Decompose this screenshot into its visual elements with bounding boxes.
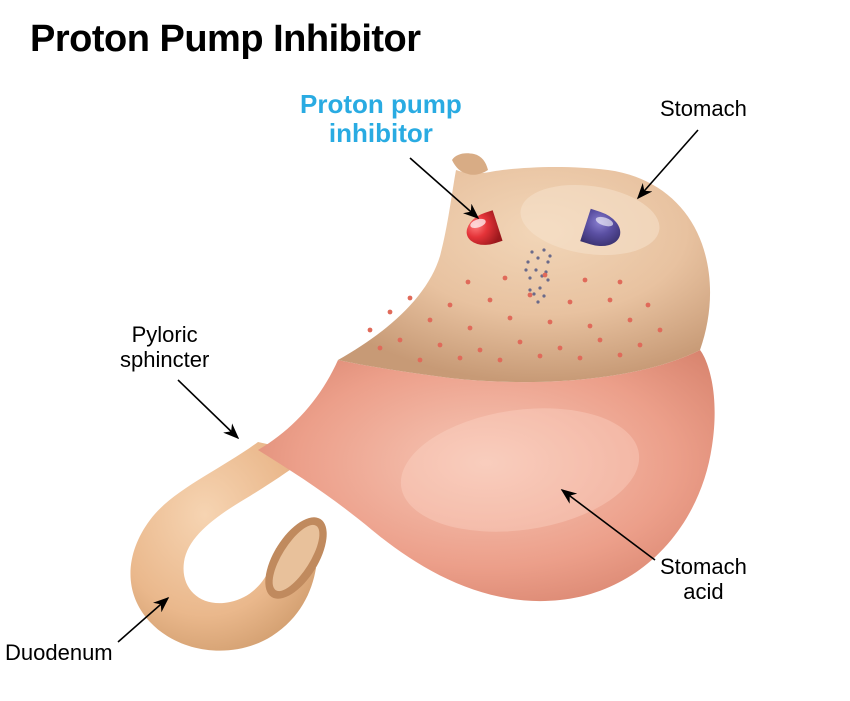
label-pyloric: Pyloric sphincter <box>120 322 209 373</box>
label-stomach: Stomach <box>660 96 747 121</box>
label-ppi: Proton pump inhibitor <box>300 90 462 147</box>
stomach-upper-shape <box>338 167 710 382</box>
label-acid-line1: Stomach <box>660 554 747 579</box>
label-acid: Stomach acid <box>660 554 747 605</box>
label-duodenum: Duodenum <box>5 640 113 665</box>
label-ppi-line2: inhibitor <box>329 118 433 148</box>
label-pyloric-line2: sphincter <box>120 347 209 372</box>
label-acid-line2: acid <box>683 579 723 604</box>
page-title: Proton Pump Inhibitor <box>30 18 421 61</box>
arrow-pyloric <box>178 380 238 438</box>
label-ppi-line1: Proton pump <box>300 89 462 119</box>
label-pyloric-line1: Pyloric <box>132 322 198 347</box>
arrow-stomach <box>638 130 698 198</box>
